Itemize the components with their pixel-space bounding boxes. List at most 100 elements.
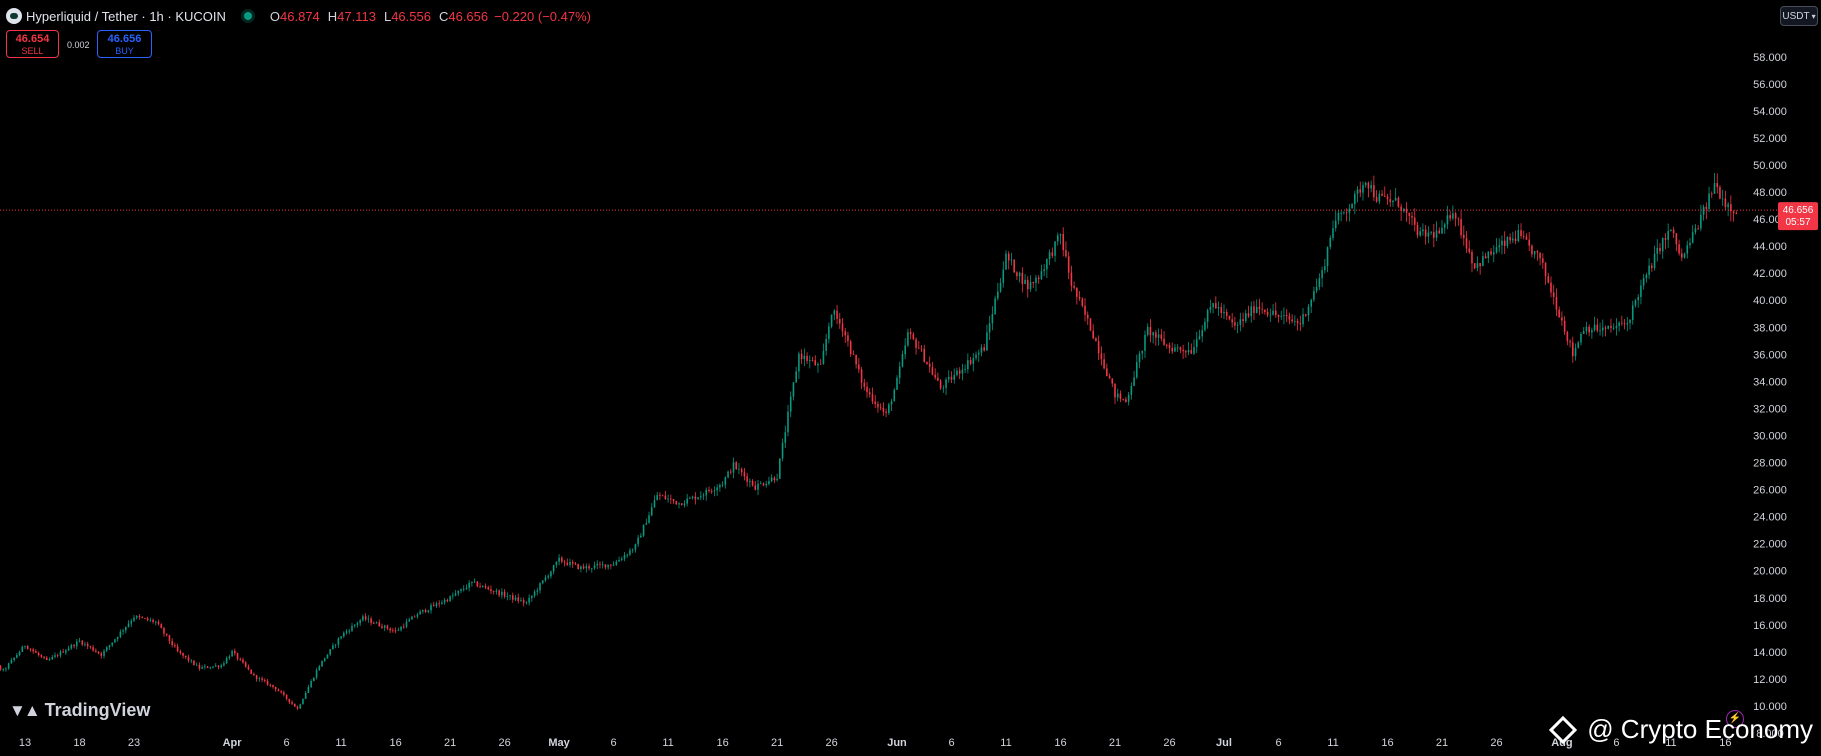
- candle-body: [1220, 307, 1223, 314]
- candle-body: [1607, 325, 1610, 329]
- candle-body: [566, 562, 569, 565]
- candle-body: [1667, 231, 1669, 240]
- candle-body: [277, 689, 280, 692]
- candle-body: [1002, 269, 1005, 283]
- candle-body: [1623, 323, 1626, 325]
- candle-body: [904, 345, 906, 355]
- candle-body: [705, 489, 708, 496]
- symbol-title[interactable]: Hyperliquid / Tether · 1h · KUCOIN: [26, 8, 226, 24]
- price-tick-label: 18.000: [1753, 593, 1787, 605]
- candle-body: [866, 386, 868, 393]
- candle-body: [95, 650, 97, 652]
- candle-body: [871, 394, 874, 402]
- candle-body: [152, 619, 154, 623]
- candle-body: [239, 658, 242, 660]
- candle-body: [272, 684, 274, 687]
- candle-body: [945, 379, 947, 388]
- price-axis[interactable]: 8.000 10.000 12.000 14.000 16.000 18.000 20.00…: [1753, 52, 1787, 740]
- candle-body: [503, 591, 506, 597]
- candle-body: [149, 619, 152, 621]
- candle-body: [1255, 306, 1258, 313]
- lightning-icon[interactable]: ⚡: [1726, 710, 1744, 728]
- candle-body: [1724, 198, 1727, 208]
- candle-body: [580, 566, 582, 570]
- candle-body: [759, 483, 762, 485]
- candle-body: [1307, 306, 1310, 316]
- tradingview-logo[interactable]: ▼▲ TradingView: [9, 700, 150, 721]
- candle-body: [182, 652, 184, 656]
- candle-body: [135, 616, 138, 618]
- candle-body: [1615, 325, 1618, 328]
- candle-body: [1340, 212, 1342, 214]
- candle-body: [1081, 298, 1084, 306]
- candle-body: [1065, 250, 1067, 257]
- candle-body: [942, 387, 945, 389]
- candle-body: [1479, 263, 1481, 267]
- candle-body: [648, 515, 650, 524]
- time-tick-label: 11: [1665, 737, 1676, 749]
- price-tick-label: 52.000: [1753, 133, 1787, 145]
- tradingview-wordmark: TradingView: [44, 700, 151, 720]
- candle-body: [809, 360, 811, 361]
- candle-body: [1114, 383, 1116, 398]
- candle-body: [242, 659, 244, 663]
- candle-body: [133, 617, 135, 621]
- price-tick-label: 44.000: [1753, 241, 1787, 253]
- candle-body: [1086, 314, 1089, 319]
- candle-body: [841, 323, 844, 332]
- candle-body: [1392, 200, 1394, 203]
- candle-body: [765, 483, 767, 486]
- candle-body: [1176, 347, 1179, 349]
- candle-body: [721, 484, 724, 486]
- candle-body: [650, 507, 653, 516]
- candle-body: [1136, 362, 1138, 378]
- sell-button[interactable]: 46.654 SELL: [6, 30, 59, 58]
- candle-body: [236, 653, 239, 659]
- candle-body: [585, 566, 588, 569]
- candle-body: [1552, 292, 1555, 298]
- candle-body: [321, 660, 323, 667]
- candle-body: [1351, 204, 1353, 209]
- candle-body: [1705, 206, 1708, 209]
- candle-body: [1206, 310, 1209, 322]
- candle-body: [70, 645, 73, 649]
- candle-body: [1686, 245, 1689, 254]
- candle-body: [811, 360, 814, 361]
- candle-body: [1430, 232, 1432, 233]
- candle-body: [1201, 330, 1203, 337]
- candle-body: [1465, 237, 1468, 249]
- candle-body: [1476, 263, 1479, 269]
- candle-body: [1555, 297, 1558, 310]
- currency-selector[interactable]: USDT ▾: [1780, 6, 1818, 26]
- candle-body: [206, 666, 209, 668]
- candle-body: [569, 562, 571, 565]
- candle-body: [1490, 251, 1492, 255]
- candle-body: [691, 496, 694, 498]
- candle-body: [1708, 193, 1710, 209]
- candle-body: [1239, 319, 1242, 325]
- candle-body: [1367, 182, 1370, 189]
- candle-body: [1468, 248, 1471, 253]
- market-status-icon[interactable]: [243, 12, 252, 20]
- open-value: 46.874: [280, 8, 320, 24]
- buy-button[interactable]: 46.656 BUY: [97, 30, 152, 58]
- candle-body: [5, 668, 7, 670]
- candle-body: [1577, 342, 1580, 348]
- time-axis[interactable]: 13 18 23 Apr 6 11 16 21 26 May 6 11 16 21 26 Jun 6 11 16 21…: [19, 737, 1732, 749]
- candle-body: [364, 616, 367, 620]
- candle-body: [623, 555, 626, 559]
- candle-body: [680, 503, 683, 506]
- candle-body: [381, 626, 383, 628]
- candle-body: [7, 663, 10, 669]
- candle-body: [250, 669, 252, 674]
- candle-body: [770, 477, 773, 482]
- candle-body: [332, 645, 334, 650]
- candle-body: [1272, 310, 1274, 315]
- crypto-economy-logo-icon: [1549, 715, 1578, 744]
- candle-body: [65, 650, 67, 653]
- candle-body: [1569, 341, 1571, 343]
- candle-body: [253, 673, 255, 676]
- candle-body: [334, 644, 337, 646]
- candle-body: [969, 360, 972, 364]
